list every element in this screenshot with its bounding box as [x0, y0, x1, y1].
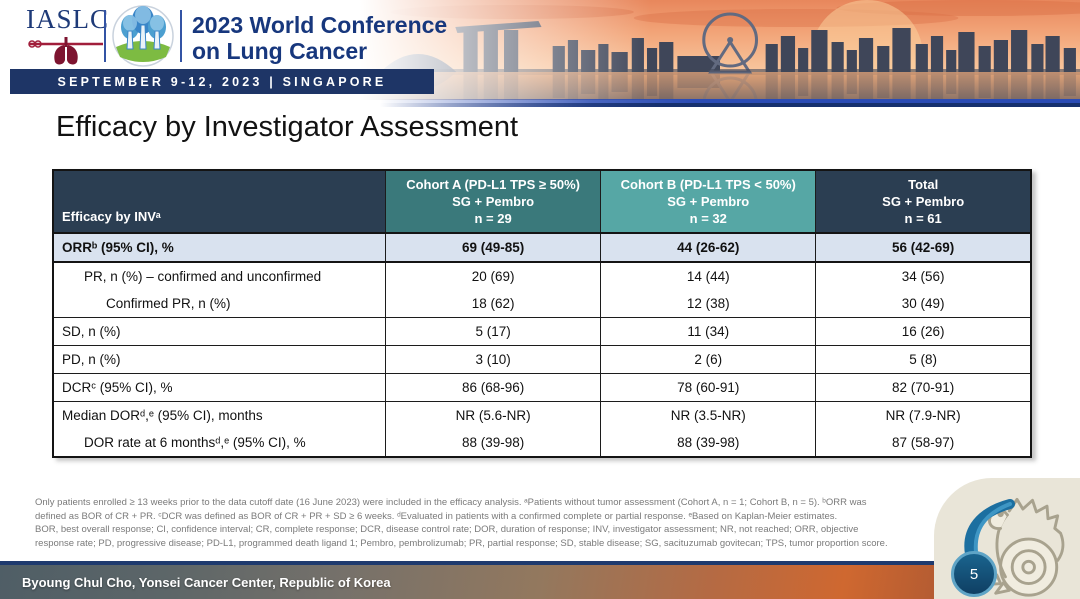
cell-value: 86 (68-96) [385, 373, 601, 402]
cell-value: 44 (26-62) [600, 232, 816, 263]
column-header-cohort-a: Cohort A (PD-L1 TPS ≥ 50%) SG + Pembro n =… [385, 170, 601, 234]
presenter-credit: Byoung Chul Cho, Yonsei Cancer Center, R… [22, 574, 391, 590]
column-header-total: Total SG + Pembro n = 61 [815, 170, 1031, 234]
conference-title-line2: on Lung Cancer [192, 38, 368, 64]
column-header-cohort-b: Cohort B (PD-L1 TPS < 50%) SG + Pembro n =… [600, 170, 816, 234]
cell-value: 16 (26) [815, 317, 1031, 346]
cell-value: 2 (6) [600, 345, 816, 374]
row-label: PD, n (%) [53, 345, 386, 374]
table-row: DCRᶜ (95% CI), % 86 (68-96) 78 (60-91) 82 (… [53, 373, 1031, 402]
cell-value: 88 (39-98) [385, 429, 601, 457]
cell-value: 30 (49) [815, 290, 1031, 318]
conference-banner: IASLC [0, 0, 1080, 107]
footnote-line: BOR, best overall response; CI, confiden… [35, 524, 859, 535]
water-spout-icon [964, 499, 1015, 559]
cell-value: 14 (44) [600, 262, 816, 290]
table-header-row: Efficacy by INVᵃ Cohort A (PD-L1 TPS ≥ 5… [53, 170, 1031, 234]
cell-value: 18 (62) [385, 290, 601, 318]
row-label: Median DORᵈ,ᵉ (95% CI), months [53, 401, 386, 429]
cell-value: NR (5.6-NR) [385, 401, 601, 429]
cell-value: 69 (49-85) [385, 232, 601, 263]
cell-value: 82 (70-91) [815, 373, 1031, 402]
row-label: SD, n (%) [53, 317, 386, 346]
efficacy-table: Efficacy by INVᵃ Cohort A (PD-L1 TPS ≥ 5… [52, 169, 1032, 458]
cell-value: 20 (69) [385, 262, 601, 290]
cell-value: 78 (60-91) [600, 373, 816, 402]
footnote-text: Only patients enrolled ≥ 13 weeks prior … [35, 496, 975, 550]
date-banner: SEPTEMBER 9-12, 2023 | SINGAPORE [10, 69, 434, 94]
table-row: ORRᵇ (95% CI), % 69 (49-85) 44 (26-62) 56 (… [53, 232, 1031, 263]
page-number: 5 [969, 565, 979, 583]
logo-separator-2 [180, 10, 182, 62]
footnote-line: defined as BOR of CR + PR. ᶜDCR was defi… [35, 510, 838, 522]
row-label: DCRᶜ (95% CI), % [53, 373, 386, 402]
supertrees-logo [112, 5, 174, 67]
cell-value: NR (7.9-NR) [815, 401, 1031, 429]
merlion-icon [978, 497, 1065, 597]
table-body: ORRᵇ (95% CI), % 69 (49-85) 44 (26-62) 56 (… [53, 232, 1031, 457]
footnote-line: response rate; PD, progressive disease; … [35, 537, 888, 549]
cell-value: 5 (17) [385, 317, 601, 346]
banner-bottom-stripe [380, 99, 1080, 107]
table-row: SD, n (%) 5 (17) 11 (34) 16 (26) [53, 317, 1031, 346]
iaslc-logo-text: IASLC [26, 4, 110, 34]
iaslc-logo: IASLC [26, 4, 110, 72]
footnote-line: Only patients enrolled ≥ 13 weeks prior … [35, 497, 867, 508]
table-row: Confirmed PR, n (%) 18 (62) 12 (38) 30 (49) [53, 290, 1031, 318]
cell-value: 87 (58-97) [815, 429, 1031, 457]
table-row: PR, n (%) – confirmed and unconfirmed 20 … [53, 262, 1031, 290]
conference-title-line1: 2023 World Conference [192, 12, 448, 38]
cell-value: 5 (8) [815, 345, 1031, 374]
cell-value: 34 (56) [815, 262, 1031, 290]
column-header-label: Efficacy by INVᵃ [53, 170, 386, 234]
footer-divider-line [0, 561, 1080, 565]
page-number-badge: 5 [951, 551, 997, 597]
cell-value: 3 (10) [385, 345, 601, 374]
page-title: Efficacy by Investigator Assessment [56, 111, 519, 143]
conference-title: 2023 World Conference on Lung Cancer [192, 12, 447, 64]
cell-value: NR (3.5-NR) [600, 401, 816, 429]
row-label: DOR rate at 6 monthsᵈ,ᵉ (95% CI), % [84, 435, 306, 450]
iaslc-lungs-icon [28, 37, 103, 65]
row-label: Confirmed PR, n (%) [106, 296, 231, 311]
merlion-card [934, 478, 1080, 599]
table-row: Median DORᵈ,ᵉ (95% CI), months NR (5.6-NR… [53, 401, 1031, 429]
table-row: DOR rate at 6 monthsᵈ,ᵉ (95% CI), % 88 (3… [53, 429, 1031, 457]
cell-value: 12 (38) [600, 290, 816, 318]
cell-value: 11 (34) [600, 317, 816, 346]
logo-separator [104, 10, 106, 62]
row-label: ORRᵇ (95% CI), % [53, 232, 386, 263]
cell-value: 56 (42-69) [815, 232, 1031, 263]
table-row: PD, n (%) 3 (10) 2 (6) 5 (8) [53, 345, 1031, 374]
cell-value: 88 (39-98) [600, 429, 816, 457]
footer-photo-strip: Byoung Chul Cho, Yonsei Cancer Center, R… [0, 565, 1080, 599]
row-label: PR, n (%) – confirmed and unconfirmed [84, 269, 322, 284]
